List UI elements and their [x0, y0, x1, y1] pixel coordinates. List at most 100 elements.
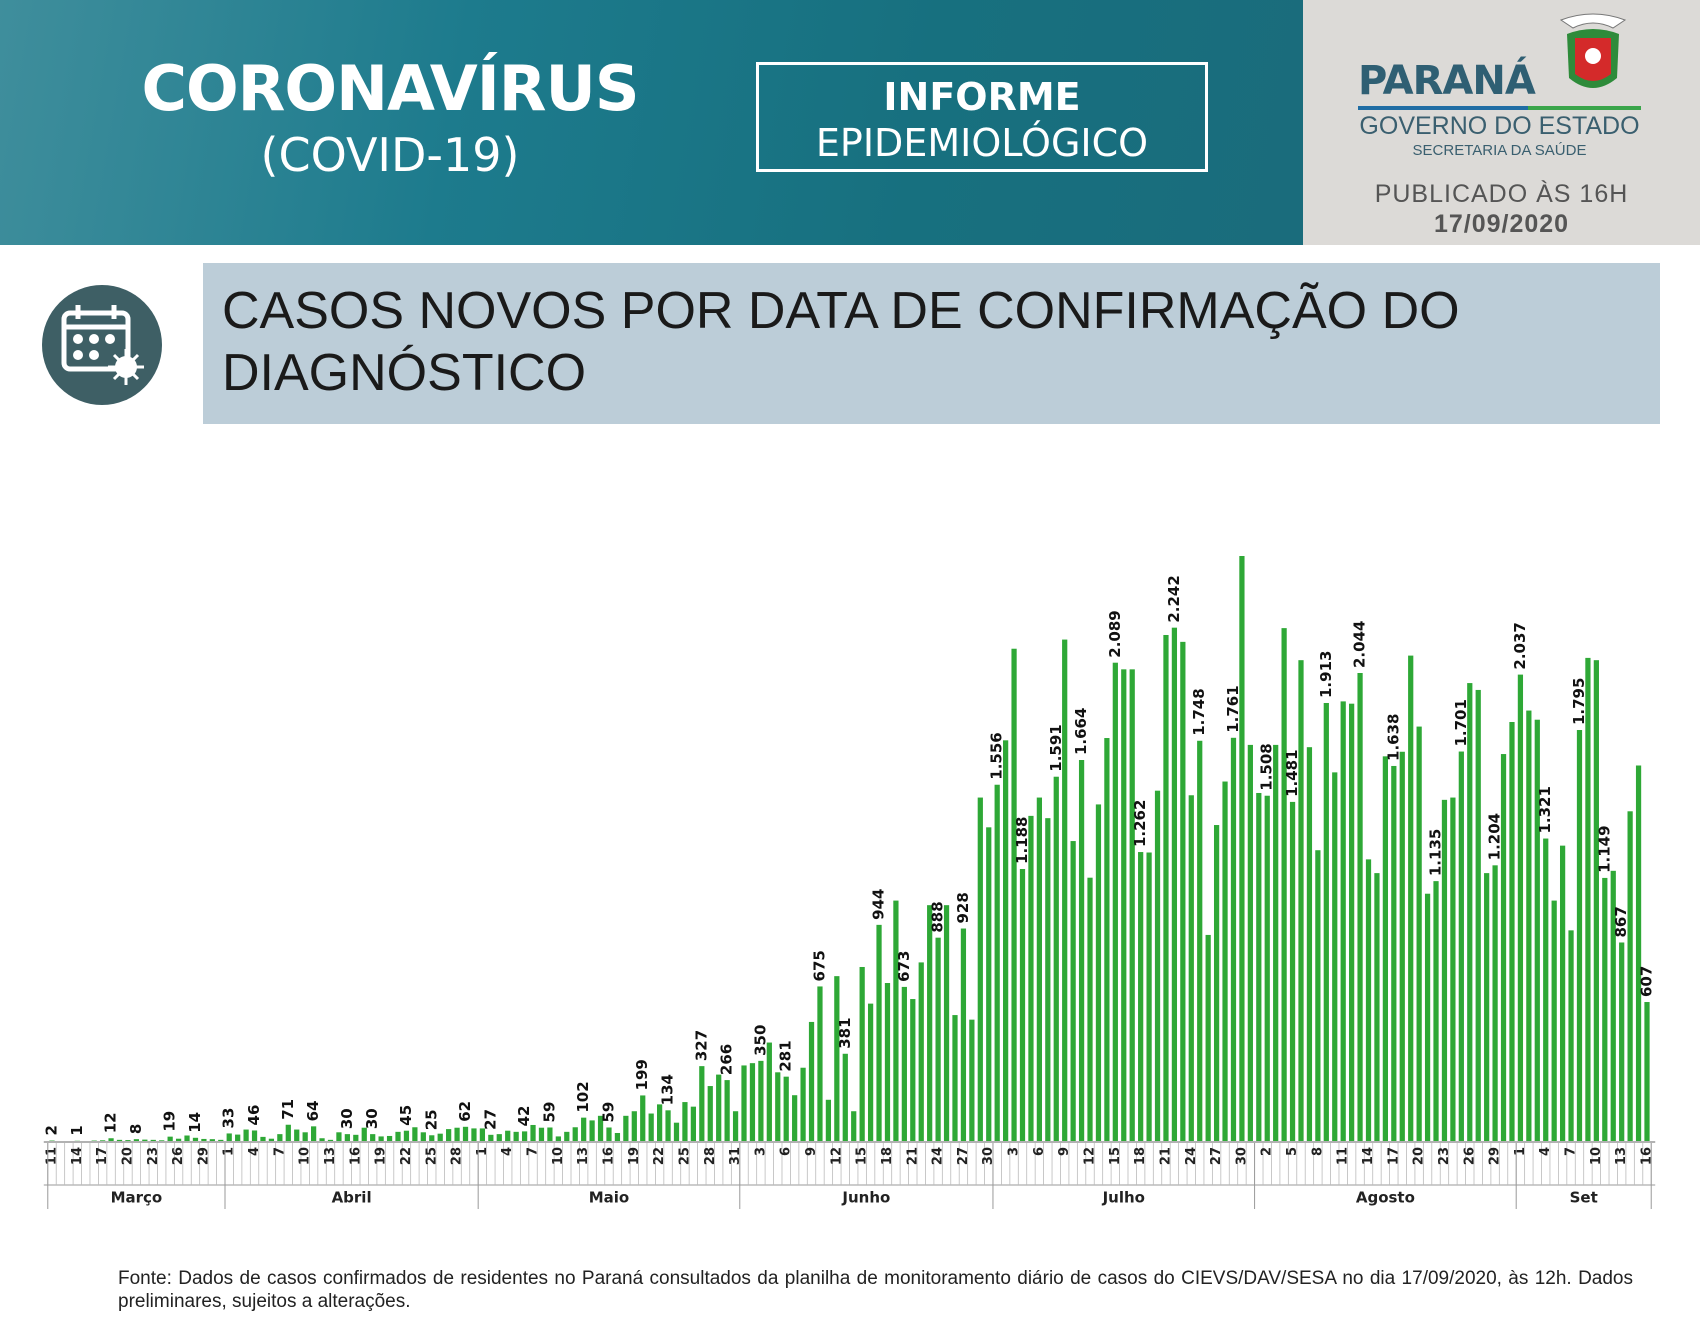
bar — [943, 905, 950, 1141]
bar — [1070, 841, 1076, 1141]
data-label: 14 — [186, 1112, 204, 1133]
bar — [513, 1131, 519, 1141]
bar — [395, 1131, 401, 1141]
bar — [1576, 730, 1583, 1141]
bar — [1349, 703, 1355, 1141]
data-label: 8 — [127, 1124, 145, 1134]
bar — [1247, 744, 1253, 1141]
bar — [175, 1138, 182, 1141]
bar — [800, 1067, 806, 1141]
bar — [1635, 765, 1642, 1141]
bar — [1112, 662, 1118, 1141]
data-label: 2 — [43, 1125, 61, 1135]
x-tick-label: 27 — [1209, 1147, 1224, 1165]
title-box — [203, 263, 1660, 424]
data-label: 25 — [422, 1109, 440, 1130]
bar — [1053, 776, 1059, 1141]
bar — [496, 1134, 502, 1141]
bar — [1104, 738, 1110, 1141]
bar — [403, 1130, 410, 1141]
bar — [268, 1138, 275, 1141]
bar — [749, 1063, 756, 1141]
chart: 2 1 12 8 19 14 33 46 71 64 30 30 45 25 62 27 42 59 102 5919… — [43, 556, 1656, 1209]
x-tick-label: 29 — [1488, 1147, 1503, 1165]
data-label: 888 — [929, 901, 947, 932]
data-label: 675 — [810, 950, 828, 981]
bar — [808, 1021, 815, 1141]
data-label: 1.556 — [988, 732, 1006, 779]
data-label: 1.913 — [1317, 651, 1335, 698]
bar — [1129, 669, 1135, 1141]
bar — [260, 1136, 266, 1141]
bar — [1087, 877, 1093, 1141]
x-group-label: Julho — [1102, 1189, 1145, 1207]
bar — [994, 784, 1000, 1141]
published-date: 17/09/2020 — [1433, 210, 1570, 238]
bar — [1281, 628, 1287, 1141]
data-label: 45 — [397, 1105, 415, 1126]
bar — [597, 1115, 604, 1141]
bar — [758, 1060, 764, 1141]
data-label: 2.044 — [1351, 621, 1369, 668]
bar — [302, 1132, 308, 1141]
data-label: 59 — [540, 1102, 558, 1123]
source-note: Fonte: Dados de casos confirmados de res… — [118, 1268, 1633, 1312]
x-group-label: Set — [1570, 1189, 1598, 1207]
bar — [100, 1140, 106, 1141]
header-title: CORONAVÍRUS — [141, 52, 639, 125]
data-label: 2.089 — [1106, 610, 1124, 657]
bar — [1197, 740, 1203, 1141]
bar — [986, 827, 992, 1141]
x-tick-label: 13 — [576, 1147, 591, 1165]
bar — [1610, 870, 1616, 1141]
x-tick-label: 6 — [1032, 1147, 1047, 1156]
data-label: 327 — [692, 1030, 710, 1061]
bar — [741, 1065, 747, 1141]
bar — [353, 1134, 359, 1141]
x-tick-label: 9 — [804, 1147, 819, 1156]
bar — [952, 1015, 958, 1141]
bar — [1154, 790, 1161, 1141]
chart-title: CASOS NOVOS POR DATA DE CONFIRMAÇÃO DO D… — [222, 282, 1460, 402]
bar — [471, 1128, 477, 1141]
bar — [429, 1135, 435, 1141]
bar — [1205, 934, 1211, 1141]
bar — [876, 924, 882, 1141]
bar — [834, 976, 840, 1141]
bar — [218, 1139, 224, 1141]
bar — [673, 1122, 680, 1141]
x-tick-label: 30 — [1234, 1147, 1249, 1165]
x-tick-label: 25 — [677, 1147, 692, 1165]
bar — [707, 1086, 713, 1141]
data-label: 2.242 — [1165, 575, 1183, 622]
report-badge: INFORME EPIDEMIOLÓGICO — [756, 62, 1208, 172]
bar — [1374, 873, 1380, 1141]
data-label: 1.701 — [1452, 699, 1470, 746]
bar — [1408, 655, 1414, 1141]
bar — [1458, 751, 1464, 1141]
bar — [209, 1139, 215, 1141]
bar — [420, 1132, 426, 1141]
x-tick-label: 22 — [652, 1147, 667, 1165]
x-tick-label: 14 — [70, 1147, 85, 1165]
bar — [851, 1111, 857, 1141]
bar — [1298, 660, 1304, 1141]
bar — [412, 1127, 418, 1141]
x-tick-label: 4 — [500, 1147, 515, 1156]
x-tick-label: 3 — [1007, 1147, 1022, 1156]
data-label: 266 — [718, 1044, 736, 1075]
data-label: 928 — [954, 892, 972, 923]
bar — [682, 1102, 688, 1141]
data-label: 1.638 — [1384, 714, 1402, 761]
bar — [1593, 660, 1599, 1141]
data-label: 1.149 — [1595, 825, 1613, 872]
bar — [361, 1127, 367, 1141]
bar — [1028, 815, 1034, 1141]
x-tick-label: 12 — [1083, 1147, 1098, 1165]
data-label: 102 — [574, 1081, 592, 1112]
x-tick-label: 1 — [1513, 1147, 1528, 1156]
bar — [640, 1095, 646, 1141]
bar — [1517, 674, 1524, 1141]
x-tick-label: 6 — [779, 1147, 794, 1156]
bar — [1138, 852, 1144, 1141]
